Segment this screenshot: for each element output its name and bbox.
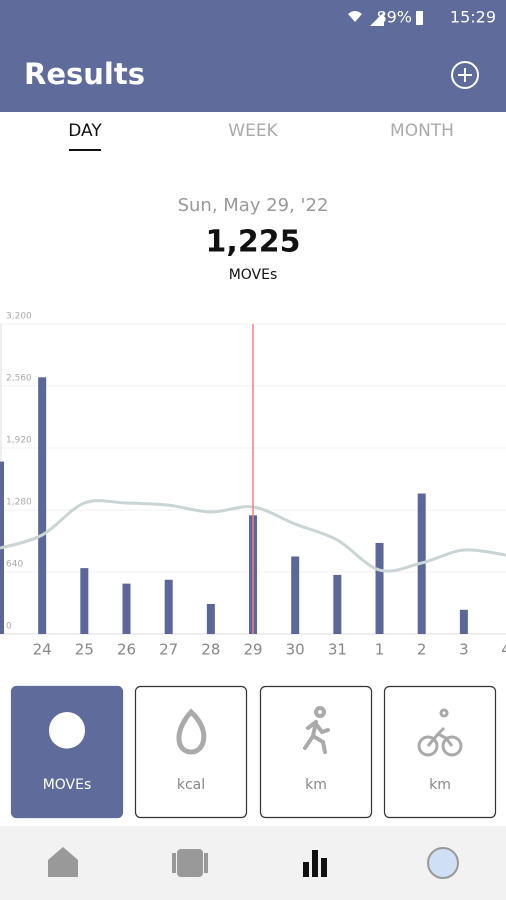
metric-card[interactable]: km — [259, 685, 373, 819]
x-tick-label: 24 — [33, 641, 52, 659]
moves-icon — [49, 712, 86, 749]
date: Sun, May 29, '22 — [178, 195, 329, 216]
x-tick-label: 3 — [459, 641, 469, 659]
x-tick-label: 27 — [159, 641, 178, 659]
run-icon — [303, 706, 330, 754]
card-label: kcal — [177, 777, 205, 793]
y-tick-label: 1,280 — [6, 498, 32, 508]
bar — [333, 574, 342, 634]
y-tick-label: 2,560 — [6, 374, 32, 384]
tab[interactable]: WEEK — [228, 121, 278, 141]
metric-card[interactable]: kcal — [134, 685, 248, 819]
total: 1,225 — [206, 225, 301, 260]
y-tick-label: 1,920 — [6, 436, 32, 446]
card-label: km — [429, 777, 451, 793]
tab[interactable]: DAY — [68, 121, 102, 141]
bar — [38, 377, 47, 634]
bar — [122, 583, 131, 634]
card-background — [259, 685, 373, 819]
bar — [459, 609, 468, 634]
battery: 89% — [376, 8, 412, 27]
x-tick-label: 30 — [286, 641, 305, 659]
y-tick-label: 0 — [6, 622, 12, 632]
card-label: km — [305, 777, 327, 793]
results-icon[interactable] — [303, 850, 327, 877]
unit: MOVEs — [229, 267, 278, 283]
card-background — [383, 685, 497, 819]
bike-icon — [417, 708, 463, 757]
card-background — [10, 685, 124, 819]
tab-indicator — [69, 149, 101, 151]
bottom-nav — [0, 826, 506, 900]
cards: MOVEs kcal km km — [10, 685, 497, 819]
bar — [291, 556, 300, 634]
metric-card[interactable]: MOVEs — [10, 685, 124, 819]
card-label: MOVEs — [43, 777, 92, 793]
metric-card[interactable]: km — [383, 685, 497, 819]
x-tick-label: 1 — [375, 641, 385, 659]
x-tick-label: 31 — [328, 641, 347, 659]
app-bar — [0, 0, 506, 112]
x-tick-label: 29 — [243, 641, 262, 659]
device-icon[interactable] — [172, 849, 208, 877]
profile-icon[interactable] — [427, 847, 459, 879]
kcal-icon — [176, 708, 207, 755]
x-tick-label: 25 — [75, 641, 94, 659]
home-icon[interactable] — [48, 847, 78, 877]
x-tick-label: 4 — [501, 641, 506, 659]
signal-icon — [370, 12, 384, 26]
bar — [206, 603, 215, 634]
y-tick-label: 640 — [6, 560, 23, 570]
x-tick-label: 26 — [117, 641, 136, 659]
wifi-icon — [348, 11, 362, 22]
tab[interactable]: MONTH — [390, 121, 454, 141]
bar — [164, 579, 173, 634]
clock: 15:29 — [450, 8, 496, 27]
battery-icon — [416, 11, 423, 25]
y-tick-label: 3,200 — [6, 312, 32, 322]
bar — [80, 568, 89, 634]
x-tick-label: 2 — [417, 641, 427, 659]
title: Results — [24, 57, 145, 91]
x-tick-label: 28 — [201, 641, 220, 659]
bar — [375, 542, 384, 634]
add-button[interactable] — [451, 61, 479, 89]
